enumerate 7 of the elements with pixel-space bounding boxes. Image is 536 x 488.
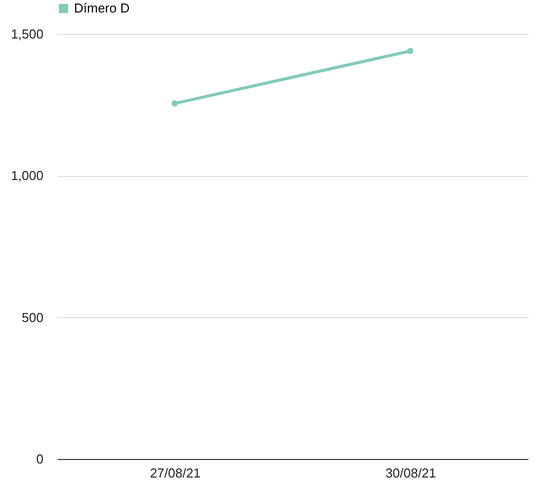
x-tick-label: 30/08/21 (385, 466, 436, 480)
y-tick-label: 1,000 (10, 168, 44, 184)
y-tick-label: 1,500 (10, 26, 44, 42)
legend-label: Dímero D (74, 0, 130, 16)
x-tick-label: 27/08/21 (150, 466, 201, 480)
y-tick-label: 0 (36, 452, 44, 466)
y-tick-label: 500 (22, 310, 44, 325)
